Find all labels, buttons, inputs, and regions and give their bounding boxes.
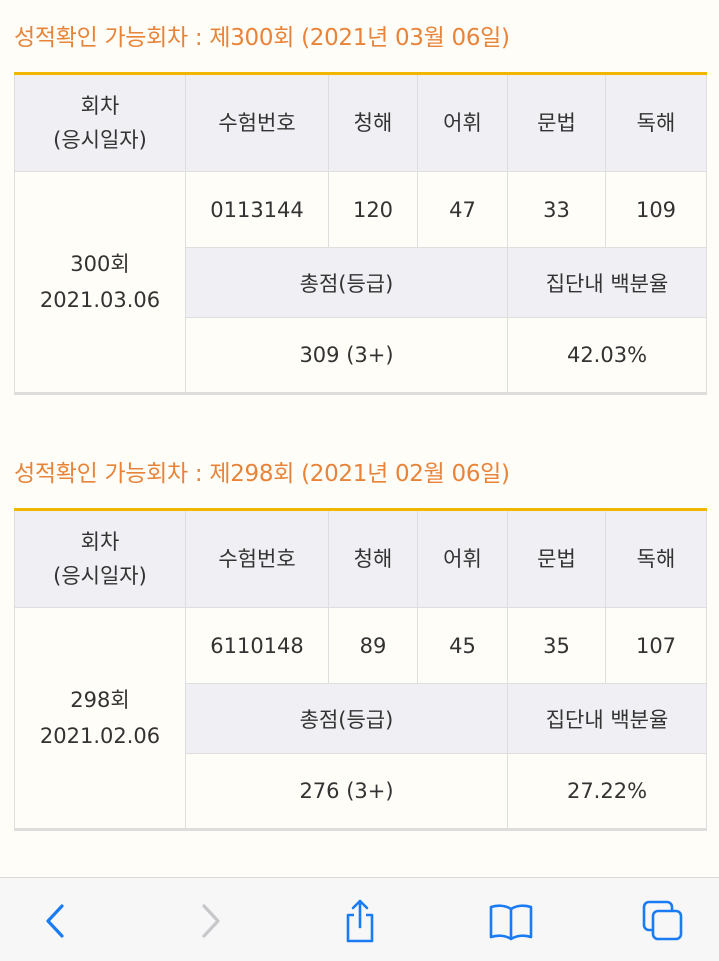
- session-date-cell: 300회 2021.03.06: [14, 171, 186, 394]
- reading-score: 107: [605, 607, 707, 684]
- percentile-value: 27.22%: [507, 753, 707, 830]
- bookmarks-button[interactable]: [486, 896, 536, 946]
- chevron-left-icon: [46, 904, 64, 938]
- vocabulary-score: 47: [417, 171, 508, 248]
- header-listening: 청해: [328, 509, 418, 608]
- score-table: 회차 (응시일자) 수험번호 청해 어휘 문법 독해 300회 2021.03.…: [14, 72, 707, 395]
- header-reading: 독해: [605, 73, 707, 172]
- chevron-right-icon: [202, 904, 220, 938]
- forward-button[interactable]: [185, 896, 235, 946]
- session-number: 298회: [70, 688, 130, 712]
- session-number: 300회: [70, 252, 130, 276]
- vocabulary-score: 45: [417, 607, 508, 684]
- header-listening: 청해: [328, 73, 418, 172]
- percentile-value: 42.03%: [507, 317, 707, 394]
- tabs-icon: [642, 900, 683, 941]
- total-label: 총점(등급): [185, 247, 508, 318]
- percentile-label: 집단내 백분율: [507, 247, 707, 318]
- score-table: 회차 (응시일자) 수험번호 청해 어휘 문법 독해 298회 2021.02.…: [14, 508, 707, 831]
- header-exam-number: 수험번호: [185, 73, 329, 172]
- share-icon: [346, 899, 374, 943]
- score-section-300: 성적확인 가능회차 : 제300회 (2021년 03월 06일) 회차 (응시…: [14, 20, 707, 395]
- exam-number: 6110148: [185, 607, 329, 684]
- header-session: 회차 (응시일자): [14, 73, 186, 172]
- section-title: 성적확인 가능회차 : 제298회 (2021년 02월 06일): [14, 461, 510, 487]
- back-button[interactable]: [31, 896, 81, 946]
- exam-number: 0113144: [185, 171, 329, 248]
- book-icon: [489, 904, 533, 941]
- reading-score: 109: [605, 171, 707, 248]
- total-score: 309 (3+): [185, 317, 508, 394]
- tabs-button[interactable]: [638, 896, 688, 946]
- section-title: 성적확인 가능회차 : 제300회 (2021년 03월 06일): [14, 25, 510, 51]
- grammar-score: 33: [507, 171, 606, 248]
- header-vocabulary: 어휘: [417, 73, 508, 172]
- header-reading: 독해: [605, 509, 707, 608]
- percentile-label: 집단내 백분율: [507, 683, 707, 754]
- grammar-score: 35: [507, 607, 606, 684]
- session-date-cell: 298회 2021.02.06: [14, 607, 186, 830]
- session-date: 2021.02.06: [39, 724, 161, 748]
- header-session: 회차 (응시일자): [14, 509, 186, 608]
- header-exam-number: 수험번호: [185, 509, 329, 608]
- browser-toolbar: [0, 877, 719, 961]
- session-date: 2021.03.06: [39, 288, 161, 312]
- header-grammar: 문법: [507, 509, 606, 608]
- total-score: 276 (3+): [185, 753, 508, 830]
- header-vocabulary: 어휘: [417, 509, 508, 608]
- header-grammar: 문법: [507, 73, 606, 172]
- score-section-298: 성적확인 가능회차 : 제298회 (2021년 02월 06일) 회차 (응시…: [14, 456, 707, 831]
- listening-score: 120: [328, 171, 418, 248]
- listening-score: 89: [328, 607, 418, 684]
- share-button[interactable]: [335, 896, 385, 946]
- total-label: 총점(등급): [185, 683, 508, 754]
